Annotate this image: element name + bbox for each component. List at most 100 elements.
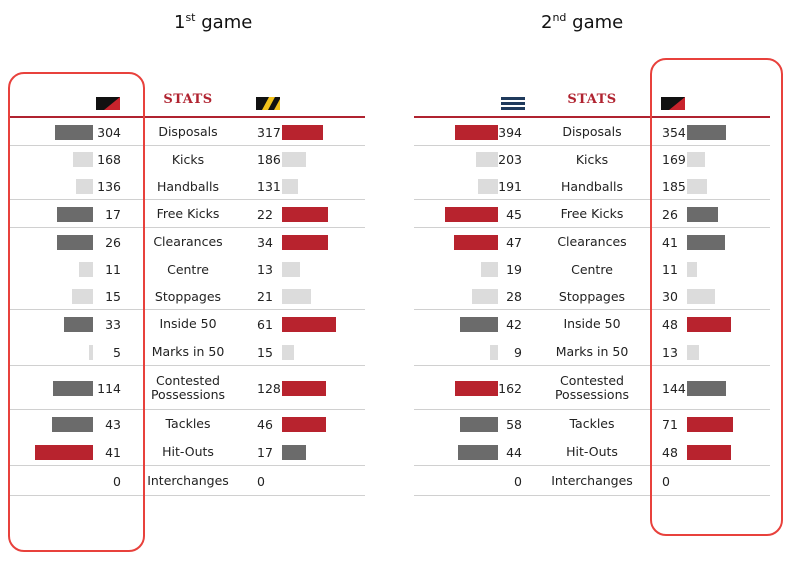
stats-heading: STATS [163, 92, 213, 107]
navy-stripes-logo [501, 97, 525, 110]
stat-label: Disposals [158, 124, 218, 139]
right-value: 128 [257, 380, 281, 396]
left-value: 19 [506, 262, 522, 277]
right-bar [687, 179, 707, 194]
right-value: 144 [662, 380, 686, 396]
left-value: 203 [498, 152, 522, 167]
left-bar [73, 152, 93, 167]
left-value: 136 [97, 179, 121, 194]
red-black-diagonal-logo [96, 97, 120, 110]
yellow-black-stripe-logo [256, 97, 280, 110]
left-bar [57, 206, 93, 222]
right-value: 13 [257, 262, 273, 277]
row-divider [10, 465, 365, 466]
stat-label: Marks in 50 [555, 344, 629, 359]
left-bar [478, 179, 498, 194]
stat-row-stoppages: 15 Stoppages 21 [10, 283, 365, 310]
row-divider [10, 227, 365, 228]
header-underline [414, 116, 770, 118]
left-bar [481, 262, 498, 277]
right-value: 30 [662, 289, 678, 304]
right-bar [687, 316, 731, 332]
right-value: 185 [662, 179, 686, 194]
game-1-ordinal: 1 [174, 12, 186, 33]
stat-row-disposals: 394 Disposals 354 [414, 118, 770, 146]
right-value: 13 [662, 344, 678, 360]
row-divider [414, 495, 770, 496]
stat-row-marks-in-50: 5 Marks in 50 15 [10, 338, 365, 366]
stat-label: Inside 50 [159, 316, 217, 331]
game-2-ordinal-suffix: nd [552, 11, 567, 24]
right-value: 26 [662, 206, 678, 222]
left-team-highlight [8, 72, 145, 552]
stat-label: Disposals [562, 124, 622, 139]
game-1-ordinal-suffix: st [185, 11, 196, 24]
stat-row-handballs: 191 Handballs 185 [414, 173, 770, 200]
right-value: 11 [662, 262, 678, 277]
right-bar [687, 416, 733, 432]
right-bar [282, 179, 298, 194]
left-bar [55, 124, 93, 140]
row-divider [414, 227, 770, 228]
row-divider [414, 365, 770, 366]
left-value: 58 [506, 416, 522, 432]
stat-label: Marks in 50 [151, 344, 225, 359]
left-bar [35, 444, 93, 460]
right-value: 17 [257, 444, 273, 460]
left-bar [490, 344, 498, 360]
left-bar [72, 289, 93, 304]
stat-label: Inside 50 [563, 316, 621, 331]
left-value: 45 [506, 206, 522, 222]
right-bar [282, 262, 300, 277]
stat-label: Centre [167, 261, 209, 277]
left-bar [455, 124, 498, 140]
right-bar [687, 262, 697, 277]
right-bar [282, 380, 326, 396]
left-value: 33 [105, 316, 121, 332]
left-bar [458, 444, 498, 460]
right-value: 48 [662, 316, 678, 332]
stats-heading: STATS [567, 92, 617, 107]
right-bar [282, 316, 336, 332]
stat-row-interchanges: 0 Interchanges 0 [414, 466, 770, 496]
left-value: 26 [105, 234, 121, 250]
left-bar [52, 416, 93, 432]
left-bar [454, 234, 498, 250]
stat-row-clearances: 47 Clearances 41 [414, 228, 770, 256]
left-value: 168 [97, 152, 121, 167]
row-divider [414, 199, 770, 200]
left-bar [472, 289, 498, 304]
left-bar [460, 416, 498, 432]
stat-row-inside-50: 42 Inside 50 48 [414, 310, 770, 338]
right-bar [282, 444, 306, 460]
stat-row-disposals: 304 Disposals 317 [10, 118, 365, 146]
right-bar [282, 206, 328, 222]
stat-label: Hit-Outs [566, 444, 618, 459]
right-bar [687, 206, 718, 222]
left-value: 42 [506, 316, 522, 332]
left-value: 114 [97, 380, 121, 396]
row-divider [414, 409, 770, 410]
game-2-header: STATS [414, 88, 770, 118]
left-value: 17 [105, 206, 121, 222]
right-team-highlight [650, 58, 783, 536]
right-bar [687, 234, 725, 250]
game-2-title: 2nd game [541, 12, 623, 33]
stat-label: Tackles [569, 416, 615, 431]
stat-row-tackles: 43 Tackles 46 [10, 410, 365, 438]
stat-label: Clearances [557, 234, 627, 249]
row-divider [10, 495, 365, 496]
stat-row-centre: 11 Centre 13 [10, 256, 365, 283]
stat-label: Stoppages [154, 288, 222, 304]
left-bar [53, 380, 93, 396]
game-2-ordinal: 2 [541, 12, 553, 33]
right-value: 186 [257, 152, 281, 167]
right-value: 131 [257, 179, 281, 194]
stat-label: Free Kicks [560, 206, 624, 221]
stat-row-free-kicks: 45 Free Kicks 26 [414, 200, 770, 228]
right-value: 317 [257, 124, 281, 140]
game-1-header: STATS [10, 88, 365, 118]
stat-row-kicks: 203 Kicks 169 [414, 146, 770, 173]
right-value: 61 [257, 316, 273, 332]
stat-label: Stoppages [558, 288, 626, 304]
